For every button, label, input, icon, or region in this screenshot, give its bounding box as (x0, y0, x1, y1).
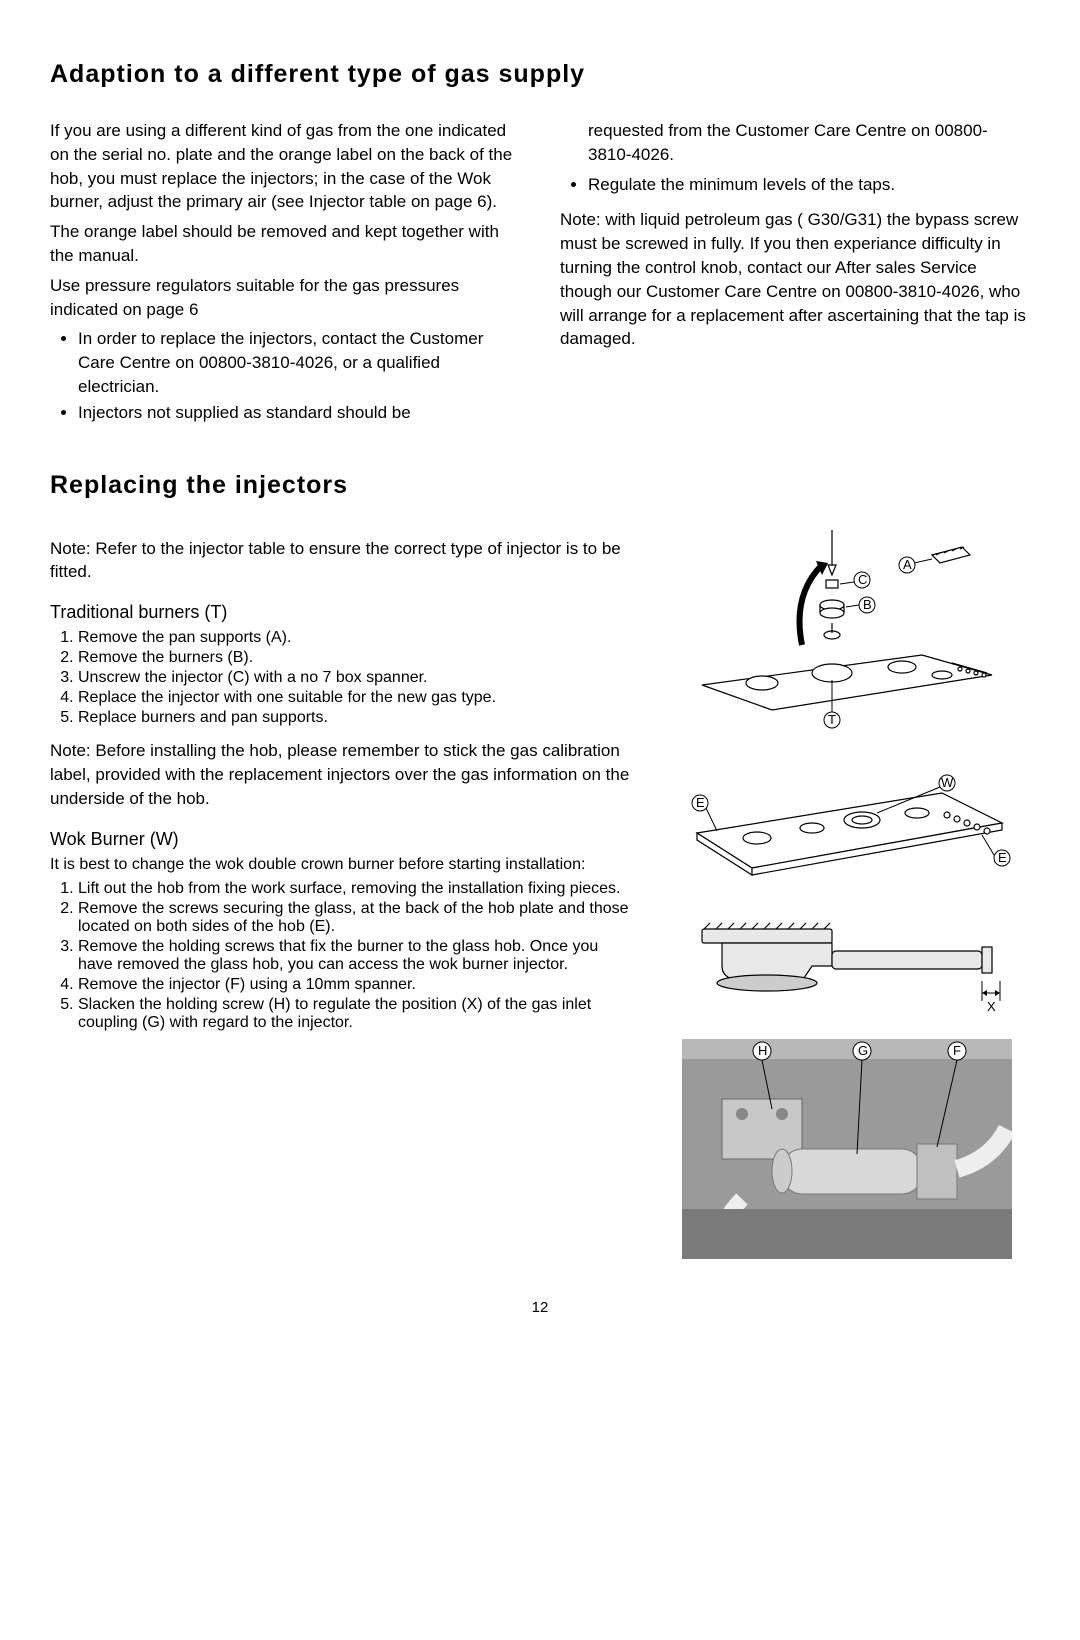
label-b: B (863, 597, 872, 612)
heading-replacing: Replacing the injectors (50, 471, 1030, 500)
diagram-wok-burner-side: X (682, 911, 1012, 1021)
label-g: G (858, 1043, 868, 1058)
diagram-traditional-burner: A (682, 525, 1012, 735)
label-t: T (828, 712, 836, 727)
replacing-intro: Note: Refer to the injector table to ens… (50, 537, 635, 585)
label-h: H (758, 1043, 767, 1058)
adaption-left-bullet: Injectors not supplied as standard shoul… (78, 401, 520, 425)
adaption-note: Note: with liquid petroleum gas ( G30/G3… (560, 208, 1030, 351)
wok-step: Lift out the hob from the work surface, … (78, 880, 635, 898)
label-c: C (858, 572, 867, 587)
wok-step: Slacken the holding screw (H) to regulat… (78, 996, 635, 1032)
diagram-column: A (665, 525, 1030, 1259)
replacing-mid-note: Note: Before installing the hob, please … (50, 739, 635, 810)
label-e1: E (696, 795, 705, 810)
adaption-right-bullet: Regulate the minimum levels of the taps. (588, 173, 1030, 197)
wok-step: Remove the screws securing the glass, at… (78, 900, 635, 936)
label-e2: E (998, 850, 1007, 865)
label-f: F (953, 1043, 961, 1058)
label-w: W (941, 775, 954, 790)
page-number: 12 (50, 1299, 1030, 1316)
adaption-right-col: requested from the Customer Care Centre … (560, 119, 1030, 431)
wok-step: Remove the injector (F) using a 10mm spa… (78, 976, 635, 994)
heading-adaption: Adaption to a different type of gas supp… (50, 60, 1030, 89)
traditional-step: Remove the burners (B). (78, 649, 635, 667)
diagram-hob-screws: E E W (682, 753, 1012, 893)
adaption-columns: If you are using a different kind of gas… (50, 119, 1030, 431)
adaption-left-col: If you are using a different kind of gas… (50, 119, 520, 431)
traditional-step: Replace burners and pan supports. (78, 709, 635, 727)
traditional-step: Replace the injector with one suitable f… (78, 689, 635, 707)
traditional-step: Remove the pan supports (A). (78, 629, 635, 647)
adaption-cont: requested from the Customer Care Centre … (560, 119, 1030, 167)
adaption-left-bullet: In order to replace the injectors, conta… (78, 327, 520, 398)
adaption-p3: Use pressure regulators suitable for the… (50, 274, 520, 322)
diagram-injector-photo: H G F (682, 1039, 1012, 1259)
traditional-head: Traditional burners (T) (50, 602, 635, 623)
adaption-p2: The orange label should be removed and k… (50, 220, 520, 268)
label-a: A (903, 557, 912, 572)
adaption-p1: If you are using a different kind of gas… (50, 119, 520, 214)
traditional-step: Unscrew the injector (C) with a no 7 box… (78, 669, 635, 687)
wok-head: Wok Burner (W) (50, 829, 635, 850)
label-x: X (987, 999, 996, 1014)
replacing-text: Note: Refer to the injector table to ens… (50, 525, 635, 1259)
wok-intro: It is best to change the wok double crow… (50, 856, 635, 874)
wok-step: Remove the holding screws that fix the b… (78, 938, 635, 974)
